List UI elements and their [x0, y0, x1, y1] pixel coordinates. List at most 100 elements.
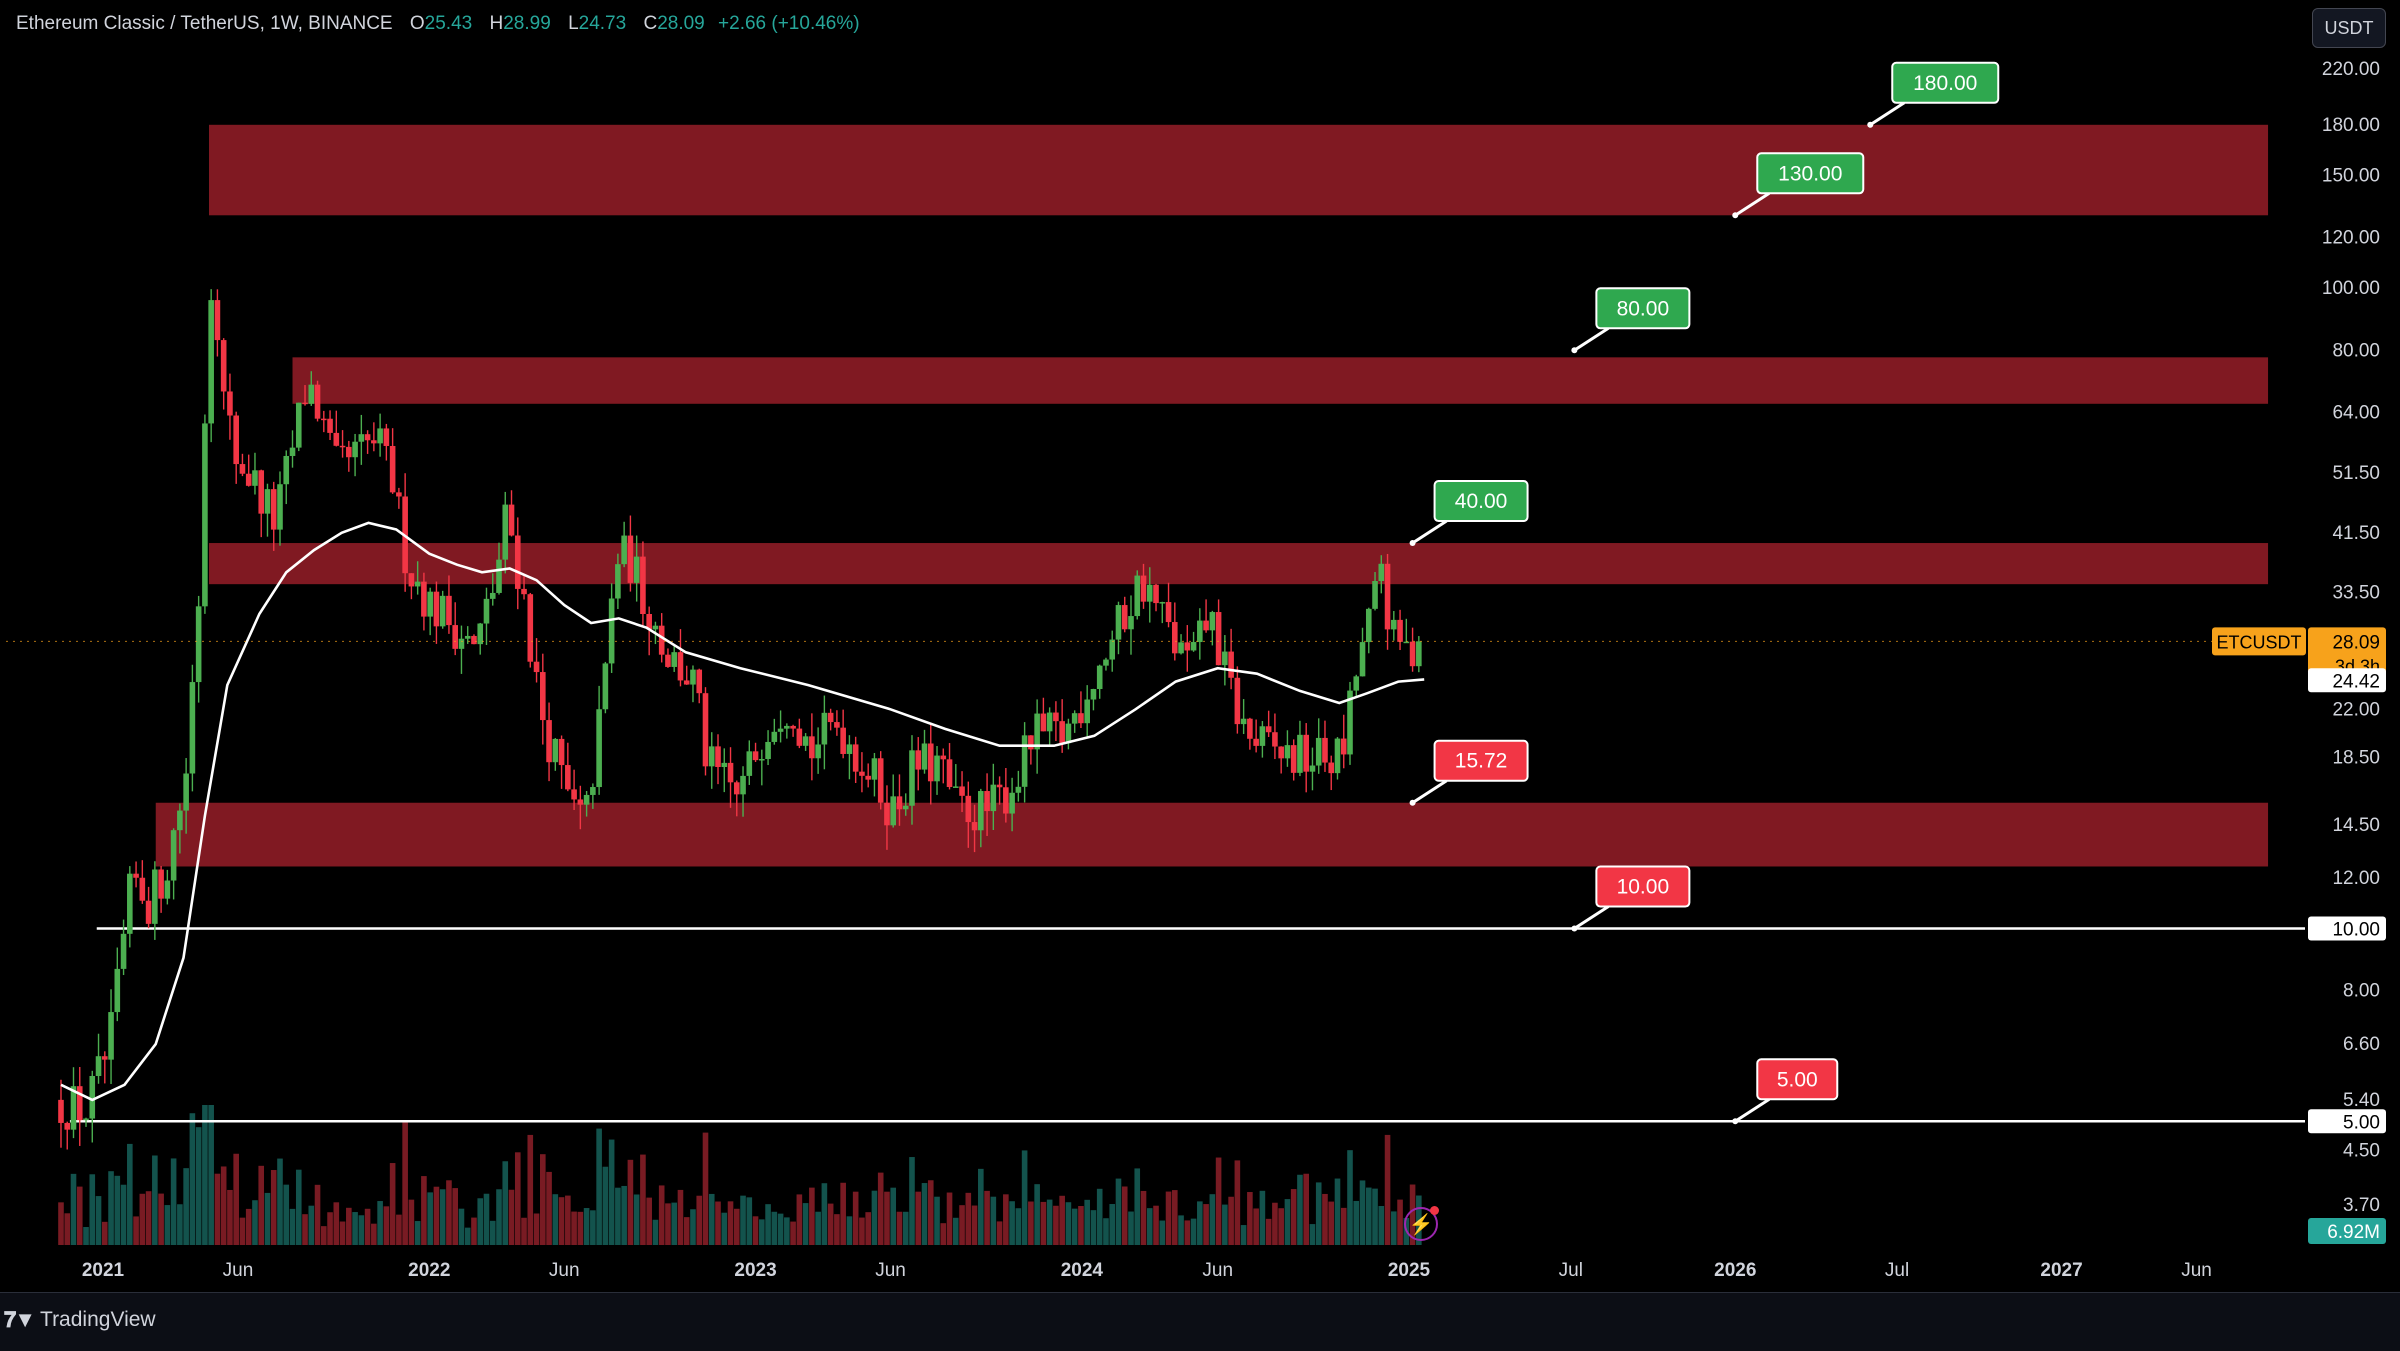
candle-body — [308, 384, 315, 404]
tradingview-brand[interactable]: 𝟕▼ TradingView — [4, 1307, 156, 1333]
volume-bar-212 — [1384, 1134, 1391, 1245]
candle-body — [640, 556, 646, 615]
volume-bar-206 — [1347, 1150, 1353, 1245]
candle-171 — [1128, 595, 1134, 655]
price-axis[interactable]: 220.00 180.00 150.00 120.00 100.00 80.00 64.00… — [6, 0, 2400, 1292]
volume-bar-136 — [909, 1157, 915, 1245]
volume-bar-23 — [202, 1105, 208, 1245]
symbol-title[interactable]: Ethereum Classic / TetherUS, 1W, BINANCE — [16, 13, 393, 34]
target-label-5.00: 5.00 — [1732, 1058, 1839, 1125]
volume-bar-32 — [258, 1165, 265, 1245]
candle-body — [1240, 718, 1247, 725]
candle-64 — [458, 625, 465, 674]
volume-bar-9 — [114, 1175, 121, 1245]
volume-bar-87 — [602, 1166, 609, 1245]
volume-bar-56 — [408, 1199, 415, 1245]
lightning-icon[interactable]: ⚡ — [1404, 1206, 1439, 1241]
candle-body — [840, 727, 846, 754]
candle-189 — [1240, 699, 1247, 735]
volume-bar-2 — [70, 1173, 77, 1245]
candle-body — [1228, 651, 1234, 678]
candle-209 — [1365, 607, 1372, 654]
volume-bar-15 — [152, 1155, 158, 1245]
candle-body — [152, 869, 158, 924]
volume-bar-60 — [433, 1186, 440, 1245]
candle-93 — [640, 541, 646, 626]
volume-bar-105 — [715, 1201, 721, 1245]
close-label: C — [643, 13, 658, 34]
candle-6 — [95, 1033, 102, 1084]
candle-138 — [921, 729, 928, 774]
volume-bar-180 — [1184, 1220, 1191, 1245]
candle-body — [608, 598, 615, 664]
candle-193 — [1265, 710, 1272, 737]
candles — [58, 289, 1422, 1150]
candle-body — [1391, 619, 1397, 630]
candle-body — [671, 652, 678, 667]
candle-101 — [690, 665, 696, 703]
candle-75 — [527, 592, 534, 668]
candle-body — [1034, 713, 1040, 750]
candle-43 — [327, 410, 333, 440]
volume-bar-128 — [859, 1217, 865, 1245]
candle-body — [1340, 738, 1347, 755]
candle-body — [702, 693, 709, 767]
volume-bar-115 — [777, 1213, 784, 1245]
price-chart[interactable]: 180.00 130.00 80.00 40.00 15.72 10.00 5.00 220… — [0, 0, 2400, 1292]
candle-103 — [702, 687, 709, 776]
symbol-tag: ETCUSDT — [2217, 632, 2302, 652]
volume-bar-76 — [533, 1213, 540, 1245]
candle-153 — [1015, 770, 1022, 802]
candle-body — [1015, 786, 1022, 793]
volume-bar-114 — [771, 1211, 778, 1245]
candle-body — [127, 873, 133, 934]
candle-65 — [464, 626, 471, 644]
candle-32 — [258, 469, 265, 538]
candle-body — [1159, 602, 1166, 604]
volume-bar-12 — [133, 1216, 139, 1245]
volume-bar-78 — [546, 1171, 552, 1245]
candle-100 — [683, 665, 690, 685]
target-text: 40.00 — [1455, 490, 1508, 513]
candle-120 — [809, 713, 815, 781]
candle-body — [239, 464, 246, 474]
volume-bar-192 — [1259, 1190, 1266, 1245]
time-tick-Jul: Jul — [1559, 1260, 1583, 1281]
candle-body — [421, 581, 427, 617]
level-tag-5.00: 5.00 — [2343, 1112, 2380, 1133]
low-value: 24.73 — [578, 13, 627, 34]
close-value: 28.09 — [657, 13, 705, 34]
time-axis[interactable]: 2021 Jun 2022 Jun 2023 Jun 2024 Jun 2025 Jul 2026 J… — [0, 1250, 2400, 1292]
candle-body — [777, 728, 784, 732]
candle-body — [852, 744, 859, 772]
price-tick-6.60: 6.60 — [2343, 1034, 2380, 1055]
open-value: 25.43 — [424, 13, 473, 34]
candle-body — [371, 440, 377, 444]
high-value: 28.99 — [503, 13, 551, 34]
candle-body — [95, 1056, 102, 1076]
candle-113 — [765, 730, 771, 766]
candle-124 — [834, 710, 840, 736]
candle-146 — [971, 804, 978, 853]
volume-bar-91 — [627, 1159, 634, 1245]
volume-bar-182 — [1197, 1201, 1203, 1245]
volume-bar-134 — [896, 1211, 903, 1245]
candle-body — [227, 391, 233, 416]
candle-body — [270, 489, 277, 530]
candle-body — [514, 535, 521, 589]
candle-body — [796, 728, 803, 746]
volume-bar-148 — [984, 1190, 990, 1245]
time-axis-background — [0, 1250, 2400, 1292]
candle-body — [940, 755, 947, 760]
volume-bar-158 — [1046, 1199, 1053, 1245]
volume-tag: 6.92M — [2327, 1222, 2380, 1243]
volume-bar-138 — [921, 1183, 928, 1245]
candle-42 — [320, 410, 327, 433]
candle-body — [427, 591, 433, 617]
volume-bar-22 — [195, 1127, 202, 1245]
currency-button[interactable]: USDT — [2312, 8, 2386, 48]
candle-body — [727, 762, 734, 783]
candle-76 — [533, 638, 540, 683]
candle-163 — [1078, 691, 1084, 728]
candle-body — [1040, 713, 1047, 732]
